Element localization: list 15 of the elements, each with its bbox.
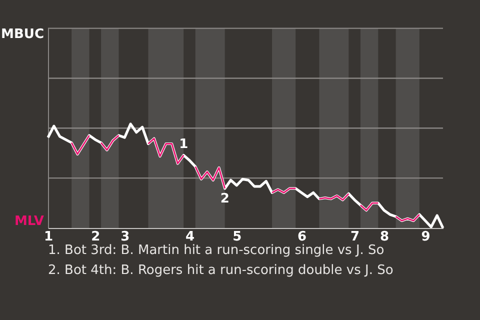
- annotation: 1: [179, 137, 188, 152]
- x-tick-label: 8: [380, 230, 390, 244]
- x-tick-label: 4: [185, 230, 195, 244]
- x-tick-label: 3: [120, 230, 130, 244]
- text: 1. Bot 3rd: B. Martin hit a run-scoring single vs J. So: [48, 243, 384, 258]
- annotation: 2: [220, 191, 230, 206]
- x-tick-label: 6: [297, 230, 307, 244]
- x-tick-label: 2: [91, 230, 100, 244]
- x-tick-label: 1: [44, 230, 54, 244]
- text: MBUC: [1, 27, 44, 42]
- x-tick-label: 7: [350, 230, 360, 244]
- text: 2. Bot 4th: B. Rogers hit a run-scoring double vs J. So: [48, 263, 394, 278]
- x-tick-label: 5: [232, 230, 242, 244]
- text: MLV: [14, 214, 44, 229]
- x-tick-label: 9: [421, 230, 430, 244]
